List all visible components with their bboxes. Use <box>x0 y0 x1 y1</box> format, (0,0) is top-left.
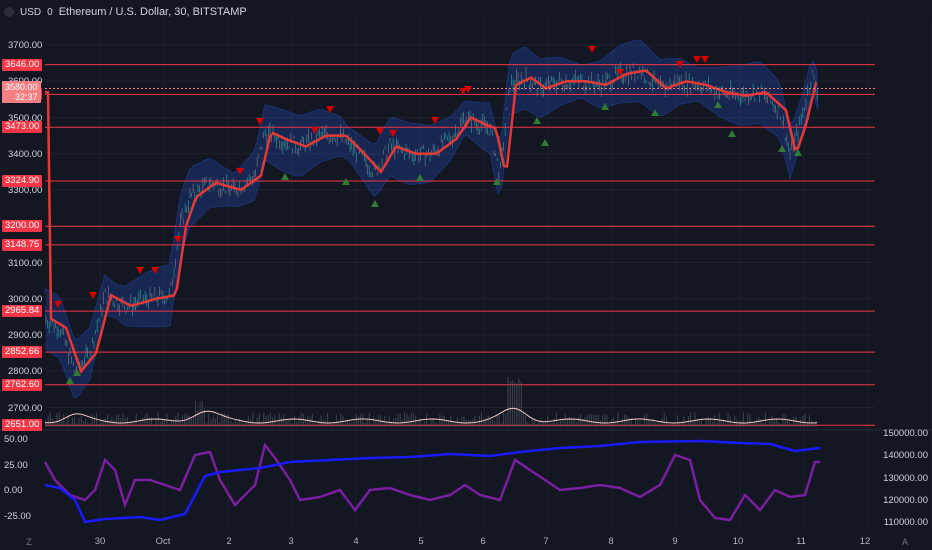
level-price-tag: 2762.60 <box>2 378 43 391</box>
buy-marker-icon <box>416 174 424 181</box>
sell-marker-icon <box>174 236 182 243</box>
price-tick-label: 3000.00 <box>4 292 47 306</box>
sell-marker-icon <box>459 88 467 95</box>
buy-marker-icon <box>601 103 609 110</box>
time-tick-label: 4 <box>353 536 359 547</box>
buy-marker-icon <box>342 178 350 185</box>
buy-marker-icon <box>371 200 379 207</box>
cumulative-volume-line <box>44 439 821 524</box>
price-tick-label: 2900.00 <box>4 329 47 342</box>
symbol-title[interactable]: Ethereum / U.S. Dollar, 30, BITSTAMP <box>58 6 247 18</box>
oscillator-tick-label: 25.00 <box>4 459 28 471</box>
buy-marker-icon <box>651 109 659 116</box>
sell-marker-icon <box>464 86 472 93</box>
buy-marker-icon <box>73 369 81 376</box>
price-tick-label: 3700.00 <box>4 39 47 52</box>
price-tick-label: 2700.00 <box>4 401 47 415</box>
currency-label[interactable]: USD <box>20 6 42 18</box>
level-price-tag: 2852.66 <box>2 346 43 359</box>
sell-marker-icon <box>616 69 624 76</box>
sell-marker-icon <box>693 56 701 63</box>
level-price-tag: 3324.90 <box>2 174 43 187</box>
time-tick-label: 12 <box>859 536 871 547</box>
buy-marker-icon <box>533 117 541 124</box>
time-tick-label: 9 <box>672 536 678 547</box>
sell-marker-icon <box>431 117 439 124</box>
level-price-tag: 3646.00 <box>2 58 43 71</box>
sell-marker-icon <box>676 61 684 68</box>
buy-marker-icon <box>541 139 549 146</box>
time-tick-label: 10 <box>732 536 744 547</box>
time-tick-label: 3 <box>288 536 294 547</box>
time-tick-label: 2 <box>226 536 232 547</box>
buy-marker-icon <box>281 173 289 180</box>
price-tick-label: 3400.00 <box>4 147 47 161</box>
volume-average-line <box>44 407 818 424</box>
buy-marker-icon <box>778 145 786 152</box>
buy-marker-icon <box>66 377 74 384</box>
buy-marker-icon <box>794 149 802 156</box>
sell-marker-icon <box>151 267 159 274</box>
level-price-tag: 2651.00 <box>2 419 43 432</box>
level-price-tag: 2965.84 <box>2 305 43 318</box>
auto-scale-button[interactable]: A <box>901 537 908 547</box>
time-tick-label: 5 <box>418 536 424 547</box>
sell-marker-icon <box>89 292 97 299</box>
price-tick-label: 3100.00 <box>4 256 47 270</box>
sell-marker-icon <box>311 127 319 134</box>
sell-marker-icon <box>54 301 62 308</box>
sell-marker-icon <box>236 168 244 175</box>
current-price-value: 3580.00 <box>5 81 38 92</box>
oscillator-tick-label: -25.00 <box>4 510 31 522</box>
volume-tick-label: 130000.00 <box>883 473 928 484</box>
price-tick-label: 2800.00 <box>4 365 47 379</box>
sell-marker-icon <box>588 46 596 53</box>
volume-tick-label: 140000.00 <box>883 450 928 461</box>
price-tick-label: 3500.00 <box>4 111 47 125</box>
chart-header: USD 0 Ethereum / U.S. Dollar, 30, BITSTA… <box>4 4 247 20</box>
time-tick-label: 7 <box>543 536 549 547</box>
moving-average-line <box>45 69 818 374</box>
volatility-band <box>44 39 819 399</box>
sell-marker-icon <box>376 128 384 135</box>
time-tick-label: 6 <box>480 536 486 547</box>
oscillator-tick-label: 50.00 <box>4 434 28 445</box>
buy-marker-icon <box>493 178 501 185</box>
level-price-tag: 3148.75 <box>2 238 43 251</box>
symbol-dot-icon <box>4 7 14 17</box>
time-tick-label: 30 <box>94 536 106 547</box>
time-tick-label: 8 <box>608 536 614 547</box>
sell-marker-icon <box>136 267 144 274</box>
time-tick-label: 11 <box>796 536 806 547</box>
bar-countdown: 32:37 <box>15 91 38 102</box>
oscillator-line <box>43 442 820 522</box>
sell-marker-icon <box>701 56 709 63</box>
sell-marker-icon <box>256 118 264 125</box>
current-price-tag: 3580.00 32:37 <box>2 80 41 103</box>
zoom-toggle-button[interactable]: Z <box>26 537 32 547</box>
price-tick-label: 3300.00 <box>4 184 47 197</box>
level-price-tag: 3200.00 <box>2 220 43 233</box>
sell-marker-icon <box>389 130 397 137</box>
time-tick-label: Oct <box>155 536 171 547</box>
buy-marker-icon <box>728 130 736 137</box>
oscillator-tick-label: 0.00 <box>4 485 23 496</box>
volume-tick-label: 110000.00 <box>883 517 928 528</box>
volume-tick-label: 120000.00 <box>883 495 928 506</box>
buy-marker-icon <box>714 101 722 108</box>
sell-marker-icon <box>326 106 334 113</box>
level-price-tag: 3473.00 <box>2 121 43 134</box>
volume-tick-label: 150000.00 <box>883 428 928 439</box>
counter-label: 0 <box>47 6 53 18</box>
